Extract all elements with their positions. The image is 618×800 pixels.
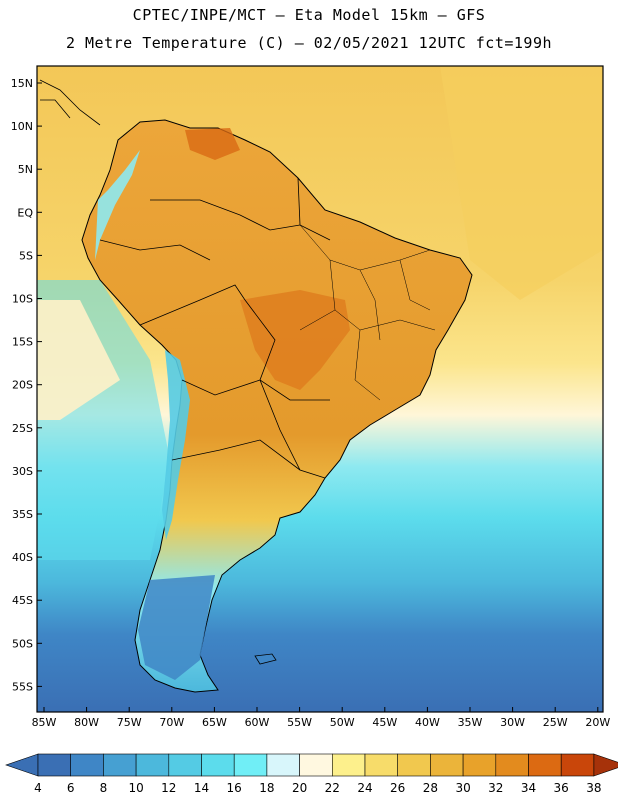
colorbar-swatch bbox=[331, 753, 366, 777]
colorbar-swatch bbox=[528, 753, 562, 777]
temperature-map: 15N 10N 5N EQ 5S 10S 15S 20S 25S 30S 35S 40S 45S 50S 5… bbox=[11, 65, 610, 729]
map-frame bbox=[36, 65, 604, 713]
colorbar-label: 12 bbox=[161, 781, 176, 795]
colorbar-under-arrow bbox=[5, 753, 39, 777]
lon-label: 85W bbox=[32, 716, 57, 729]
colorbar-label: 14 bbox=[194, 781, 209, 795]
colorbar-swatch bbox=[70, 753, 104, 777]
colorbar-label: 4 bbox=[34, 781, 42, 795]
lon-label: 75W bbox=[117, 716, 142, 729]
lat-label: 45S bbox=[12, 594, 33, 607]
map-subtitle: 2 Metre Temperature (C) – 02/05/2021 12U… bbox=[65, 34, 553, 52]
colorbar-label: 6 bbox=[67, 781, 75, 795]
colorbar-label: 8 bbox=[100, 781, 108, 795]
colorbar-label: 10 bbox=[128, 781, 143, 795]
colorbar-swatch bbox=[299, 753, 333, 777]
lat-label: 20S bbox=[12, 379, 33, 392]
colorbar-label: 36 bbox=[554, 781, 569, 795]
lat-label: 15N bbox=[11, 77, 33, 90]
longitude-axis: 85W 80W 75W 70W 65W 60W 55W 50W 45W 40W 35W 30W 25W 2… bbox=[32, 707, 610, 729]
colorbar-swatch bbox=[37, 753, 72, 777]
lat-label: 15S bbox=[12, 336, 33, 349]
colorbar-swatch bbox=[495, 753, 529, 777]
lon-label: 35W bbox=[458, 716, 483, 729]
country-borders bbox=[99, 177, 331, 479]
colorbar-label: 24 bbox=[357, 781, 372, 795]
colorbar-label: 22 bbox=[325, 781, 340, 795]
lon-label: 60W bbox=[245, 716, 270, 729]
lat-label: 30S bbox=[12, 465, 33, 478]
lon-label: 55W bbox=[287, 716, 312, 729]
lon-label: 70W bbox=[159, 716, 184, 729]
colorbar-swatch bbox=[266, 753, 300, 777]
colorbar-swatch bbox=[135, 753, 170, 777]
lat-label: 10S bbox=[12, 293, 33, 306]
colorbar-label: 18 bbox=[259, 781, 274, 795]
colorbar-label: 20 bbox=[292, 781, 307, 795]
lat-label: 55S bbox=[12, 680, 33, 693]
colorbar-swatch bbox=[201, 753, 235, 777]
colorbar-label: 34 bbox=[521, 781, 536, 795]
colorbar: 4 6 8 10 12 14 16 18 20 22 24 26 28 30 32 34 36 38 bbox=[5, 753, 618, 795]
colorbar-label: 26 bbox=[390, 781, 405, 795]
lat-label: 5N bbox=[18, 163, 33, 176]
lat-label: 5S bbox=[19, 249, 33, 262]
lat-label: 25S bbox=[12, 422, 33, 435]
lon-label: 25W bbox=[543, 716, 568, 729]
colorbar-swatch bbox=[364, 753, 399, 777]
lon-label: 40W bbox=[415, 716, 440, 729]
lat-label: 40S bbox=[12, 551, 33, 564]
lon-label: 30W bbox=[500, 716, 525, 729]
colorbar-swatch bbox=[233, 753, 268, 777]
colorbar-swatch bbox=[397, 753, 431, 777]
colorbar-over-arrow bbox=[593, 753, 618, 777]
lat-label: 50S bbox=[12, 637, 33, 650]
colorbar-swatch bbox=[430, 753, 464, 777]
state-borders bbox=[299, 224, 436, 401]
colorbar-swatch bbox=[462, 753, 497, 777]
lat-label: 10N bbox=[11, 120, 33, 133]
map-title: CPTEC/INPE/MCT – Eta Model 15km – GFS bbox=[132, 6, 486, 24]
lon-label: 65W bbox=[202, 716, 227, 729]
lon-label: 50W bbox=[330, 716, 355, 729]
lon-label: 80W bbox=[74, 716, 99, 729]
lon-label: 20W bbox=[585, 716, 610, 729]
colorbar-label: 30 bbox=[455, 781, 470, 795]
colorbar-label: 38 bbox=[586, 781, 601, 795]
colorbar-swatch bbox=[103, 753, 137, 777]
latitude-axis: 15N 10N 5N EQ 5S 10S 15S 20S 25S 30S 35S 40S 45S 50S 5… bbox=[11, 77, 42, 693]
colorbar-label: 16 bbox=[227, 781, 242, 795]
colorbar-swatch bbox=[560, 753, 595, 777]
colorbar-swatch bbox=[168, 753, 202, 777]
colorbar-label: 32 bbox=[488, 781, 503, 795]
lat-label: EQ bbox=[17, 206, 33, 219]
lon-label: 45W bbox=[372, 716, 397, 729]
lat-label: 35S bbox=[12, 508, 33, 521]
colorbar-label: 28 bbox=[423, 781, 438, 795]
